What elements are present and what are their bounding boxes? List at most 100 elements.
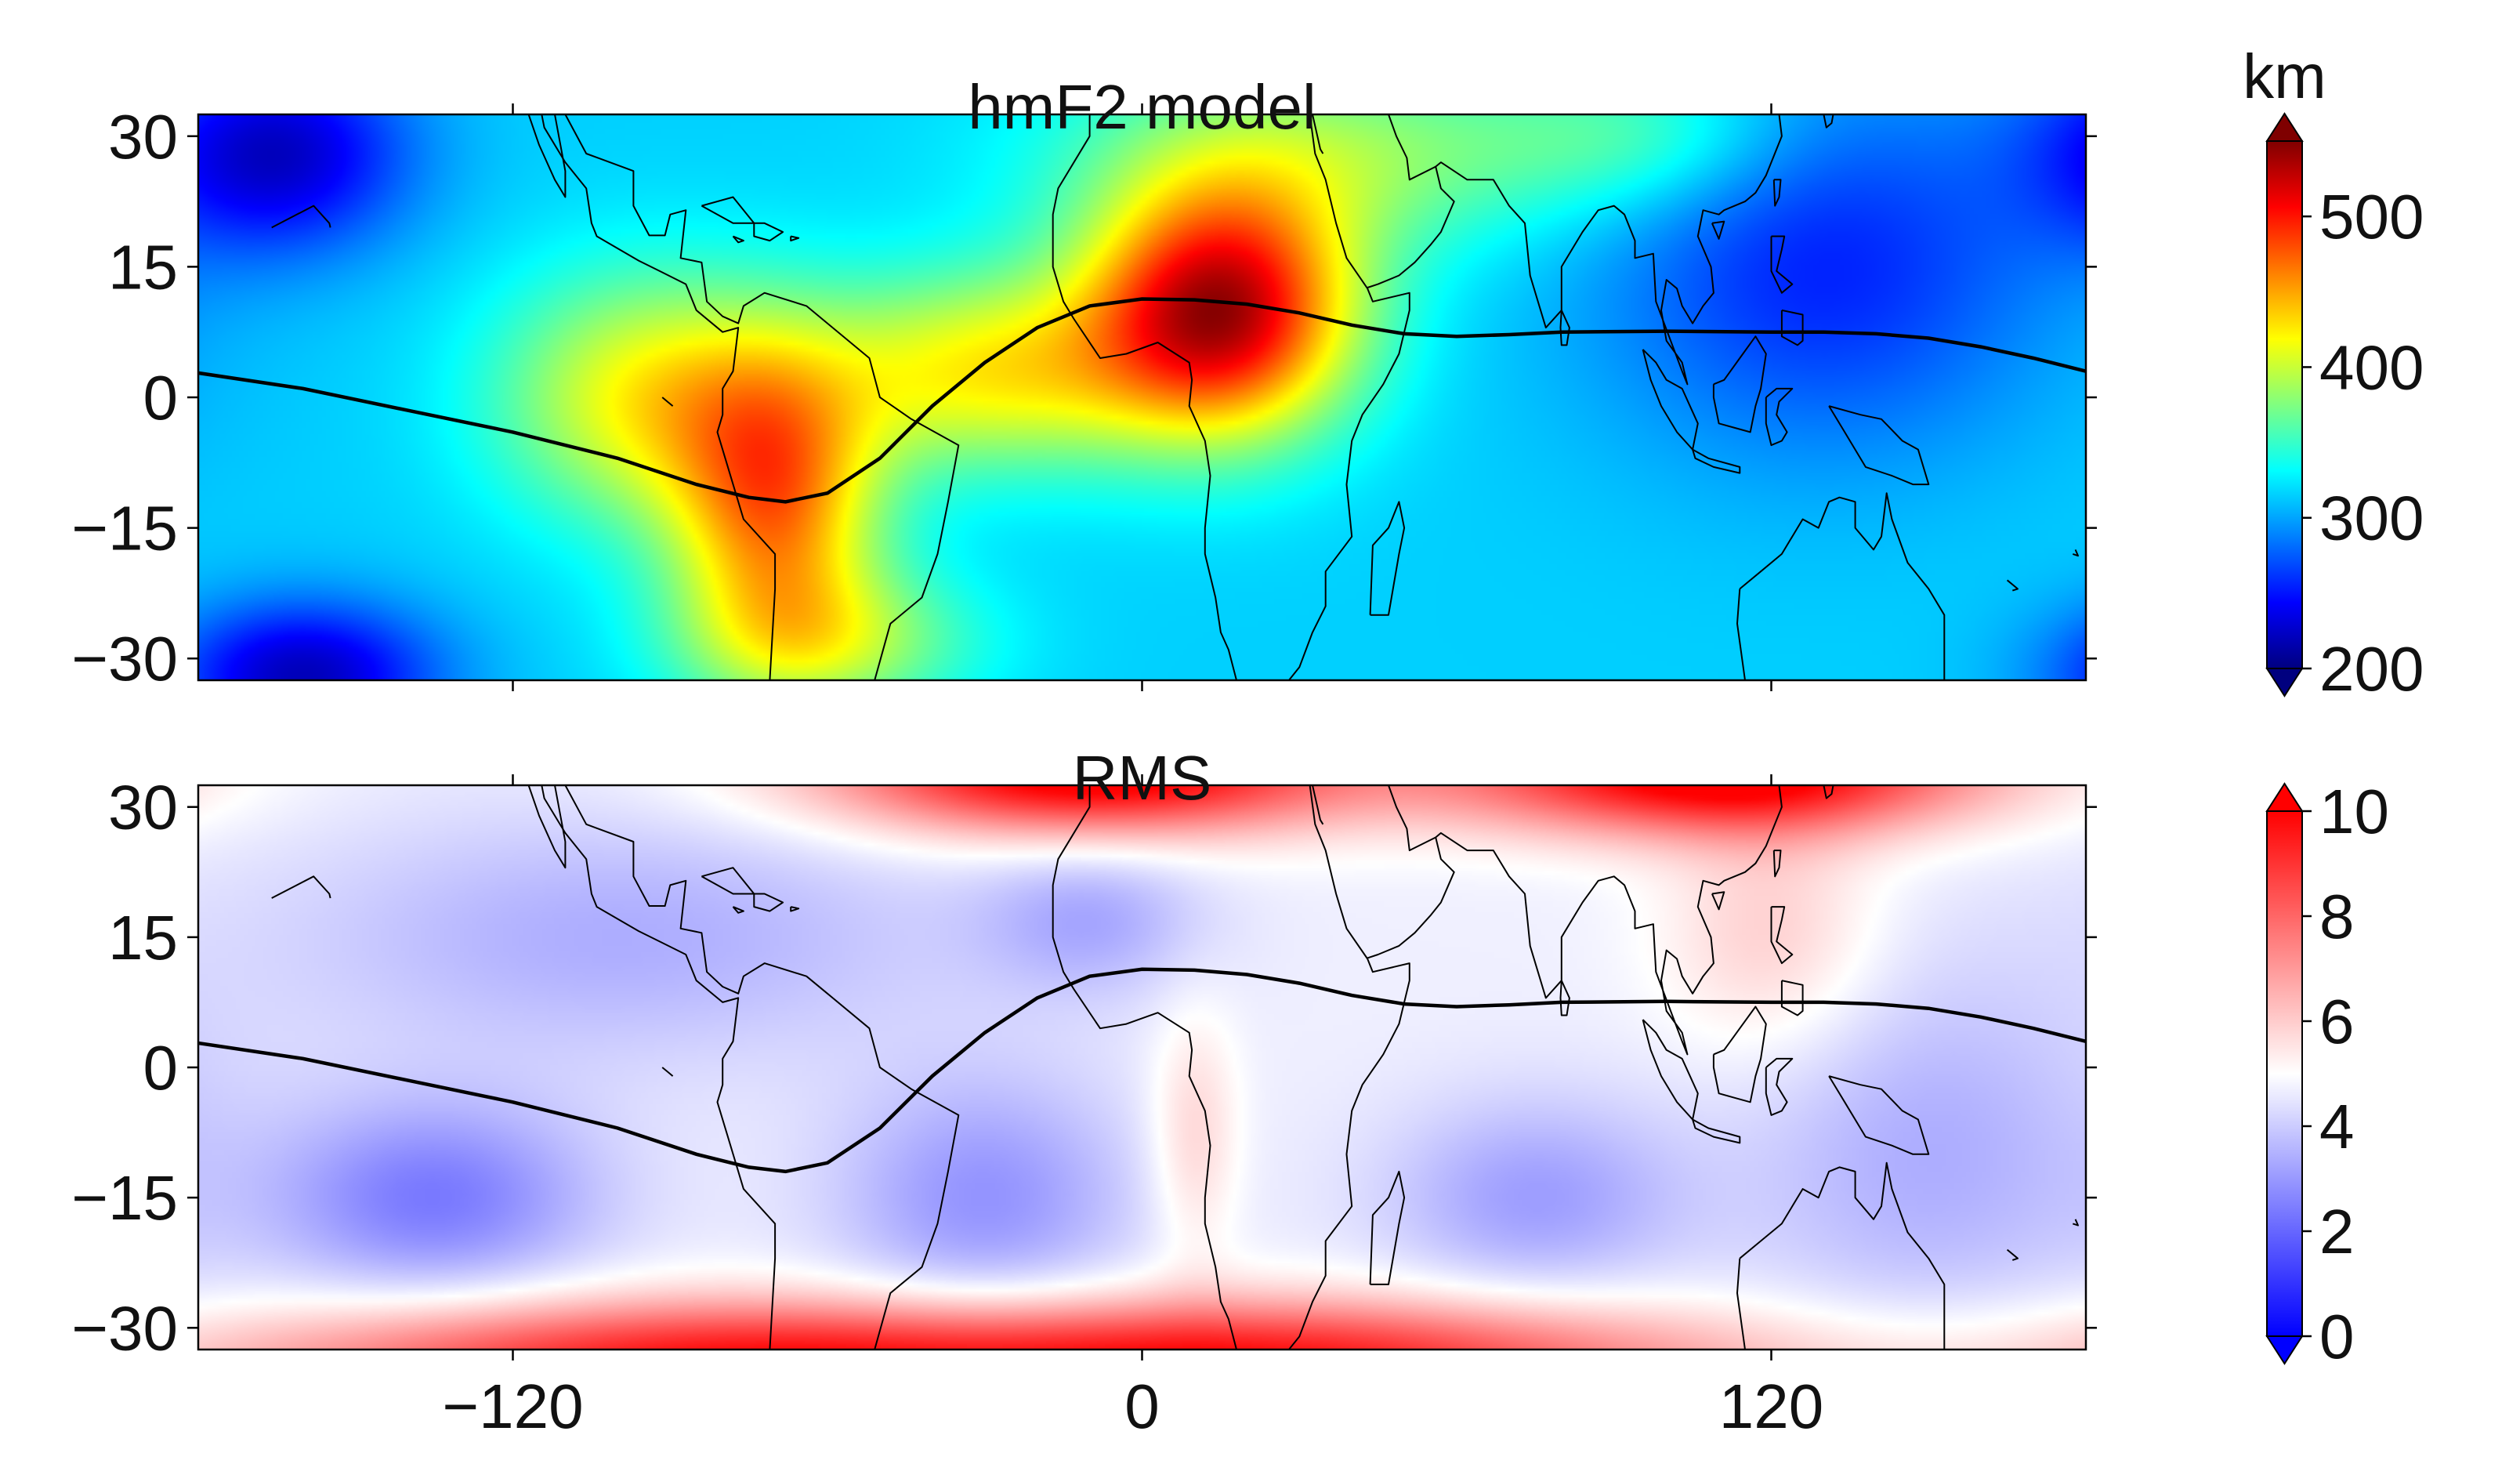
coastline	[753, 222, 784, 242]
colorbar-gradient	[2267, 811, 2302, 1336]
coastline	[1770, 906, 1794, 965]
field-image	[198, 785, 2086, 1350]
rms-colorbar: 0 2 4 6 8 10	[2265, 777, 2389, 1371]
coastline	[541, 785, 777, 1350]
coastline	[1435, 114, 1783, 386]
coastline	[1739, 1161, 1946, 1350]
y-tick-label: 30	[108, 102, 178, 172]
coastline	[1805, 97, 1808, 107]
y-tick-label: −15	[71, 1163, 178, 1233]
coastline	[1288, 785, 1410, 1350]
colorbar-tick-label: 4	[2319, 1092, 2355, 1161]
coastline	[1712, 1005, 1767, 1103]
coastline	[271, 205, 331, 229]
y-tick-label: −30	[71, 624, 178, 694]
colorbar-tick-label: 2	[2319, 1197, 2355, 1266]
colorbar-tick-label: 400	[2319, 332, 2424, 402]
coastline	[732, 235, 744, 244]
coastline	[564, 114, 960, 680]
x-tick-label: 120	[1719, 1371, 1823, 1441]
y-tick-label: 0	[143, 363, 179, 433]
coastline	[1369, 501, 1406, 616]
colorbar-gradient	[2267, 141, 2302, 668]
colorbar-unit-label: km	[2243, 42, 2326, 111]
coastline	[541, 114, 777, 680]
colorbar-frame	[2266, 140, 2303, 669]
coastline	[1711, 891, 1725, 911]
coastline	[1367, 114, 1455, 288]
coastline	[1765, 387, 1794, 447]
coastline	[753, 893, 784, 912]
coastline	[1642, 1019, 1699, 1121]
coastline	[527, 114, 567, 198]
coastlines	[271, 768, 2079, 1350]
coastline	[1288, 114, 1410, 680]
coastline	[1739, 492, 1946, 680]
colorbar-frame	[2266, 810, 2303, 1337]
coastline	[1828, 1075, 1930, 1155]
coastlines	[271, 97, 2079, 680]
coastline	[1805, 768, 1808, 778]
panel-title: RMS	[1073, 743, 1212, 813]
coastline	[732, 906, 744, 914]
coastline	[790, 906, 800, 912]
coastline	[2006, 1248, 2019, 1261]
coastline	[1828, 405, 1930, 486]
coastline	[661, 1067, 674, 1077]
field-image	[198, 114, 2086, 680]
coastline	[1765, 1057, 1794, 1116]
coastline	[1736, 589, 1746, 680]
y-tick-label: 0	[143, 1033, 179, 1103]
panel-title: hmF2 model	[968, 72, 1316, 142]
coastline	[1435, 785, 1783, 1056]
coastline	[1052, 785, 1237, 1350]
coastline	[1559, 980, 1570, 1016]
coastline	[1312, 114, 1324, 154]
colorbar-tick-label: 0	[2319, 1302, 2355, 1371]
coastline	[1772, 850, 1782, 878]
coastline	[1823, 114, 1834, 129]
coastline	[2072, 1219, 2079, 1226]
coastline	[1712, 335, 1767, 433]
colorbar-extend-low	[2265, 668, 2304, 697]
coastline	[1692, 1118, 1741, 1144]
coastline	[661, 397, 674, 407]
magnetic-equator-line	[198, 297, 2086, 504]
x-tick-label: 0	[1124, 1371, 1160, 1441]
colorbar-tick-label: 200	[2319, 634, 2424, 704]
coastline	[2006, 579, 2019, 592]
coastline	[1711, 220, 1725, 240]
colorbar-tick-label: 500	[2319, 182, 2424, 252]
coastline	[1367, 785, 1455, 959]
colorbar-tick-label: 8	[2319, 882, 2355, 951]
y-tick-label: 15	[108, 903, 178, 973]
y-tick-label: 15	[108, 232, 178, 302]
coastline	[1692, 448, 1741, 474]
coastline	[790, 235, 800, 242]
coastline	[1052, 114, 1237, 680]
colorbar-extend-high	[2265, 782, 2304, 812]
coastline	[1369, 1170, 1406, 1285]
y-tick-label: 30	[108, 773, 178, 842]
coastline	[2072, 549, 2079, 557]
coastline	[1772, 179, 1782, 207]
coastline	[1559, 310, 1570, 346]
colorbar-tick-label: 300	[2319, 484, 2424, 553]
coastline	[1312, 785, 1324, 825]
coastline	[527, 785, 567, 869]
hmf2-colorbar: 200 300 400 500 km	[2243, 42, 2424, 704]
coastline	[1770, 235, 1794, 294]
coastline	[271, 875, 331, 899]
coastline	[1642, 349, 1699, 451]
hmf2-map-panel: 30 15 0 −15 −30 hmF2 model	[71, 72, 2097, 694]
coastline	[1736, 1258, 1746, 1350]
colorbar-tick-label: 6	[2319, 987, 2355, 1056]
rms-map-panel: 30 15 0 −15 −30 RMS	[71, 743, 2097, 1363]
coastline	[564, 785, 960, 1350]
colorbar-tick-label: 10	[2319, 777, 2389, 846]
x-tick-label: −120	[442, 1371, 583, 1441]
colorbar-extend-high	[2265, 112, 2304, 142]
y-tick-label: −30	[71, 1293, 178, 1363]
coastline	[1823, 785, 1834, 799]
